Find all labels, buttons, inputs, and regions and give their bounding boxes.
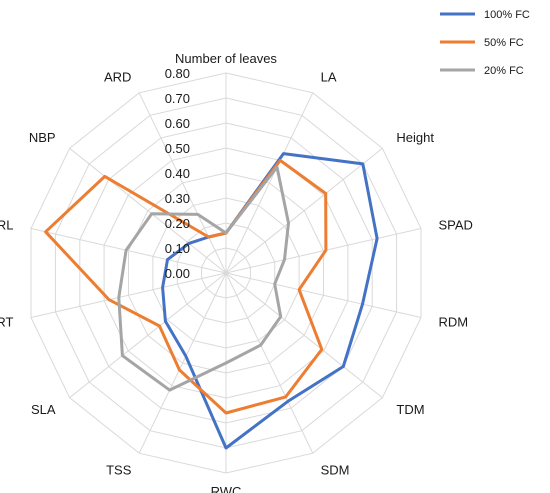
axis-label: RDM <box>439 315 469 330</box>
axis-label: SLA <box>31 402 56 417</box>
grid-spoke-10 <box>30 272 227 318</box>
series-line-2 <box>117 165 290 392</box>
axis-label: SPAD <box>439 218 473 233</box>
axis-labels: Number of leaves LA Height SPAD RDM TDM SDM RWC… <box>0 51 473 493</box>
tick-label: 0.40 <box>165 166 190 181</box>
axis-label: TSS <box>106 462 132 477</box>
legend-label: 20% FC <box>484 65 524 77</box>
grid-spoke-11 <box>30 228 227 274</box>
legend: 100% FC 50% FC 20% FC <box>440 9 530 77</box>
grid-spoke-3 <box>225 228 422 274</box>
grid-spoke-9 <box>69 272 227 399</box>
tick-label: 0.50 <box>165 141 190 156</box>
axis-label: TDM <box>396 402 424 417</box>
tick-label: 0.10 <box>165 241 190 256</box>
grid-spoke-12 <box>69 147 227 274</box>
grid <box>30 72 422 474</box>
axis-label: Height <box>396 130 434 145</box>
series-lines <box>44 152 379 450</box>
grid-spoke-5 <box>225 272 383 399</box>
tick-label: 0.20 <box>165 216 190 231</box>
grid-spoke-4 <box>225 272 422 318</box>
axis-label: NBP <box>29 130 56 145</box>
grid-spoke-13 <box>138 92 227 274</box>
tick-label: 0.30 <box>165 191 190 206</box>
axis-label: RWC <box>211 484 242 493</box>
grid-spoke-1 <box>225 92 314 274</box>
grid-spoke-6 <box>225 272 314 454</box>
tick-label: 0.60 <box>165 116 190 131</box>
tick-label: 0.80 <box>165 66 190 81</box>
series-line-1 <box>44 158 328 415</box>
legend-label: 50% FC <box>484 37 524 49</box>
axis-label: SDM <box>321 462 350 477</box>
grid-spoke-8 <box>138 272 227 454</box>
axis-label: TRL <box>0 218 14 233</box>
grid-spoke-2 <box>225 147 383 274</box>
axis-label: NRT <box>0 315 14 330</box>
axis-label: LA <box>321 70 337 85</box>
tick-label: 0.70 <box>165 91 190 106</box>
radial-tick-labels: 0.00 0.10 0.20 0.30 0.40 0.50 0.60 0.70 0.80 <box>165 66 190 281</box>
series-line-0 <box>161 152 379 450</box>
legend-label: 100% FC <box>484 9 530 21</box>
tick-label: 0.00 <box>165 266 190 281</box>
axis-label: Number of leaves <box>175 51 277 66</box>
axis-label: ARD <box>104 70 131 85</box>
